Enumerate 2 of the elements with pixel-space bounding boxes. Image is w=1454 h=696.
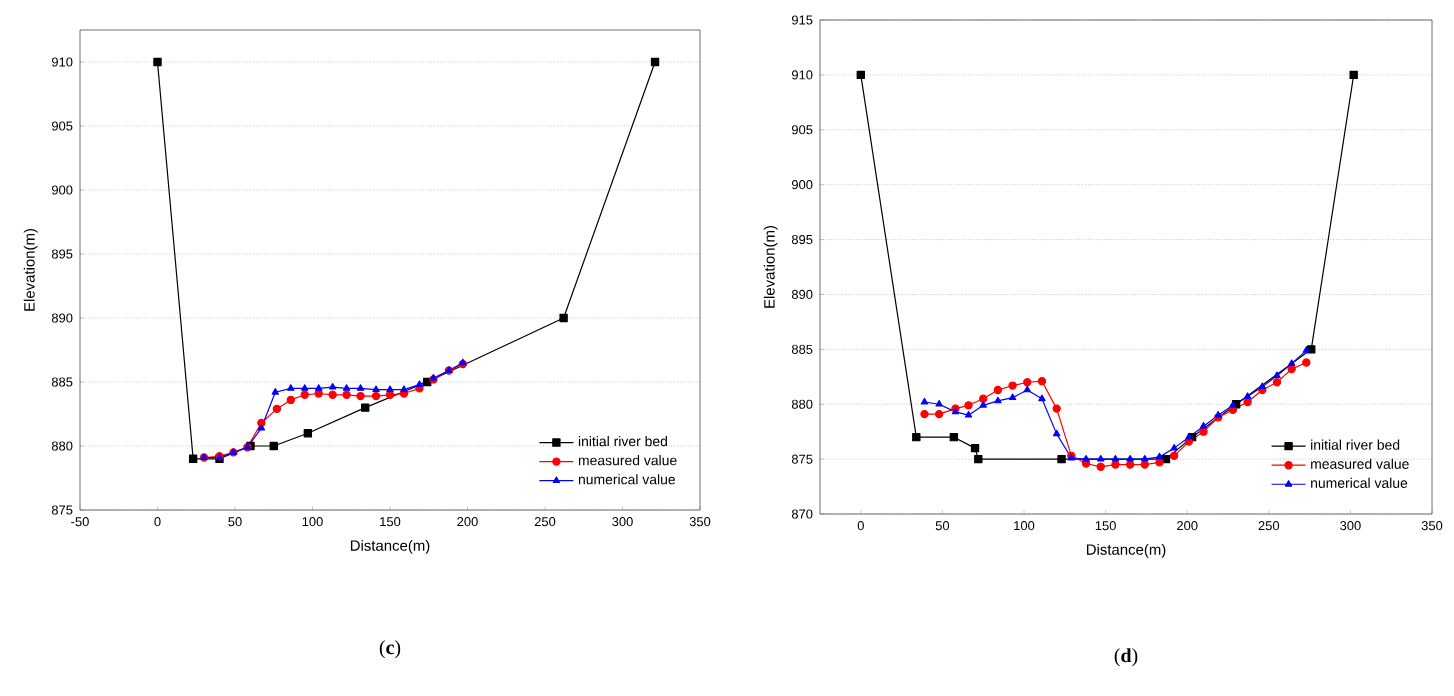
text: (c) (379, 640, 401, 659)
text: (d) (1114, 648, 1138, 667)
